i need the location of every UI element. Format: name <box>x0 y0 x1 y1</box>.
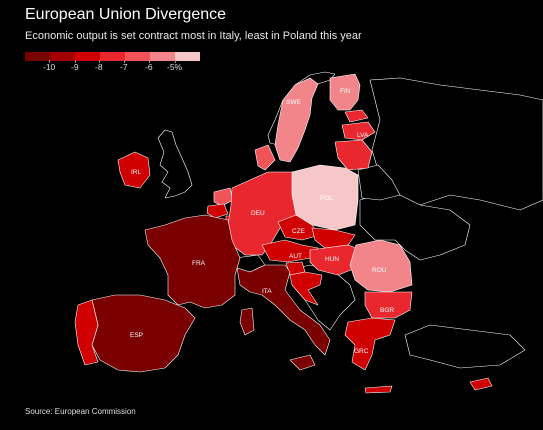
label-ROU: ROU <box>372 267 387 274</box>
country-ROU <box>349 239 413 293</box>
country-GRC-crete <box>364 385 393 394</box>
legend-tick: -9 <box>71 60 79 72</box>
country-ITA-sicily <box>289 354 316 371</box>
country-GRC <box>344 317 396 371</box>
source-note: Source: European Commission <box>25 407 136 416</box>
legend-bar <box>25 52 200 61</box>
legend-tick: -6 <box>145 60 153 72</box>
country-SWE <box>274 77 319 163</box>
label-AUT: AUT <box>289 253 302 260</box>
chart-subtitle: Economic output is set contract most in … <box>25 30 362 42</box>
country-FIN <box>329 73 361 111</box>
uk-land <box>157 129 193 199</box>
color-legend: -10 -9 -8 -7 -6 -5% <box>25 52 200 74</box>
legend-tick: -7 <box>120 60 128 72</box>
legend-swatch <box>50 52 75 61</box>
label-LVA: LVA <box>357 132 369 139</box>
label-HUN: HUN <box>325 256 339 263</box>
country-BEL <box>206 203 229 219</box>
legend-swatch <box>125 52 150 61</box>
label-GRC: GRC <box>354 348 369 355</box>
legend-swatch <box>100 52 125 61</box>
belarus-land <box>357 164 401 201</box>
label-CZE: CZE <box>292 228 306 235</box>
country-HRV <box>289 271 323 306</box>
country-ESP <box>91 294 196 373</box>
country-DNK <box>254 144 276 171</box>
country-NLD <box>213 187 234 207</box>
country-EST <box>344 109 369 123</box>
country-labels: FIN SWE LVA IRL POL DEU CZE FRA AUT HUN … <box>130 88 394 355</box>
country-ITA-sardinia <box>239 307 255 336</box>
label-DEU: DEU <box>251 210 265 217</box>
country-FRA <box>144 214 241 309</box>
label-IRL: IRL <box>131 169 142 176</box>
label-POL: POL <box>320 195 333 202</box>
legend-swatch <box>175 52 200 61</box>
russia-land <box>369 77 543 211</box>
country-IRL <box>117 151 151 189</box>
europe-map: FIN SWE LVA IRL POL DEU CZE FRA AUT HUN … <box>74 71 543 394</box>
label-BGR: BGR <box>380 307 394 314</box>
legend-labels: -10 -9 -8 -7 -6 -5% <box>25 60 200 74</box>
legend-tick: -5% <box>167 60 183 72</box>
label-ITA: ITA <box>262 288 272 295</box>
country-LVA <box>341 121 376 141</box>
label-FRA: FRA <box>192 260 206 267</box>
legend-swatch <box>150 52 175 61</box>
legend-swatch <box>75 52 100 61</box>
legend-swatch <box>25 52 50 61</box>
turkey-land <box>404 324 526 369</box>
country-LTU <box>334 139 373 171</box>
legend-tick: -8 <box>95 60 103 72</box>
label-FIN: FIN <box>340 88 351 95</box>
country-CYP <box>469 377 493 391</box>
legend-tick: -10 <box>43 60 56 72</box>
label-SWE: SWE <box>286 99 301 106</box>
chart-title: European Union Divergence <box>25 6 227 23</box>
ukraine-land <box>359 189 471 261</box>
country-PRT <box>74 299 99 366</box>
country-ITA <box>236 264 331 356</box>
label-ESP: ESP <box>130 332 143 339</box>
country-BGR <box>364 291 413 319</box>
